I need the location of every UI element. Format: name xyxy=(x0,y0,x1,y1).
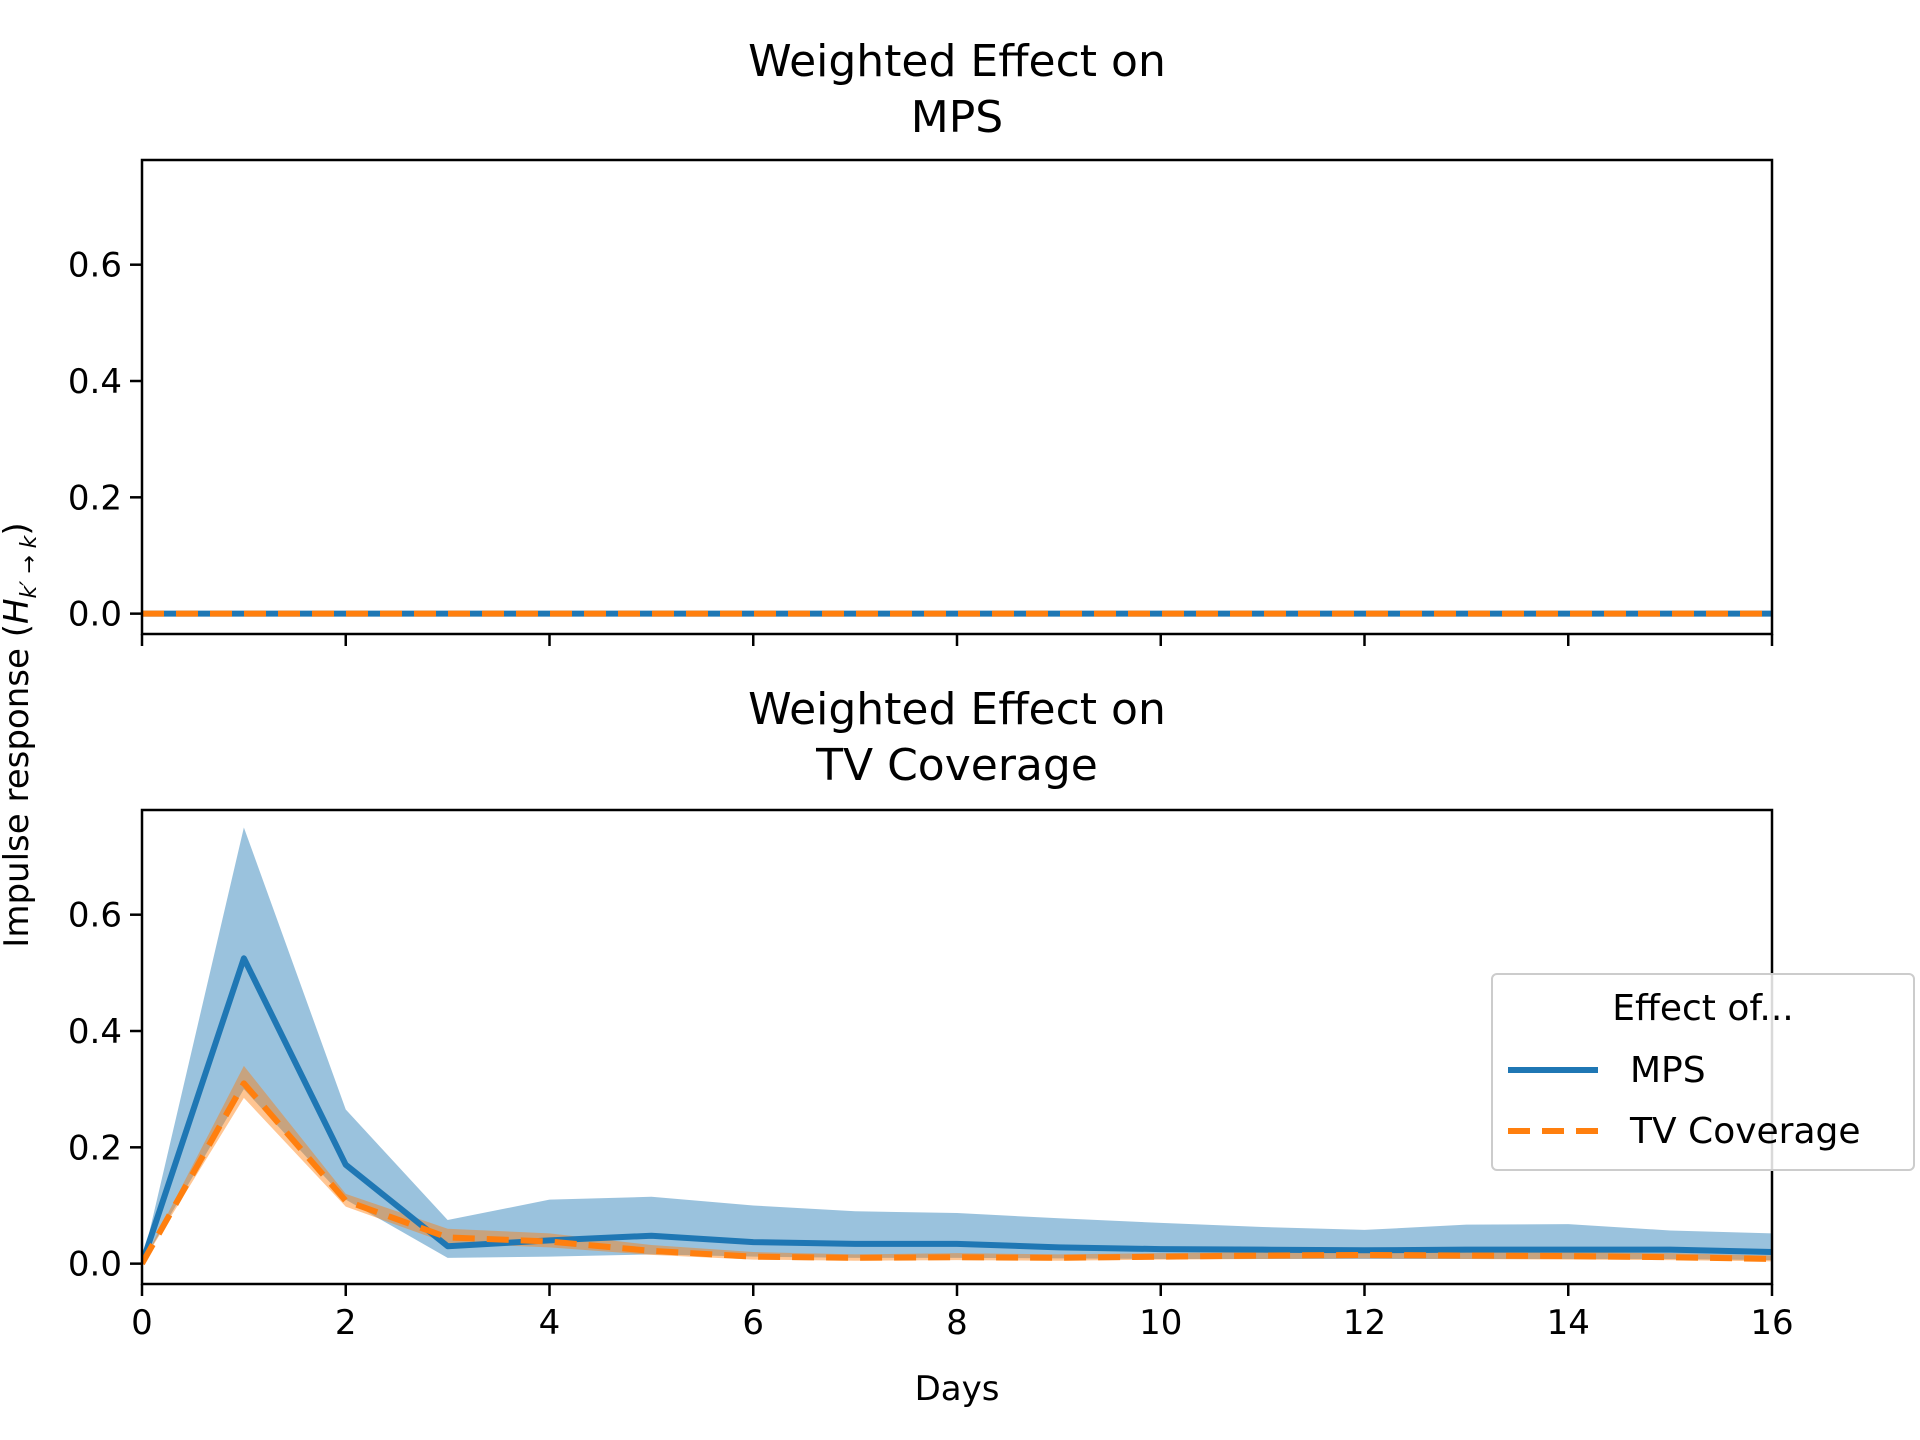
y-axis-label-close: ) xyxy=(0,522,37,535)
series-layer xyxy=(142,827,1772,1266)
legend-frame xyxy=(1491,973,1915,1171)
y-tick-label: 0.2 xyxy=(68,1128,122,1168)
y-axis-label: Impulse response (Hk′ → k) xyxy=(0,522,42,947)
legend-label-mps: MPS xyxy=(1630,1050,1706,1091)
panel-tv-coverage: Weighted Effect on TV Coverage 0 2 4 6 8 10 12… xyxy=(68,684,1794,1409)
panel-title-line-1: Weighted Effect on xyxy=(748,36,1166,87)
panel-title-line-2: MPS xyxy=(911,92,1003,143)
x-tick-label: 16 xyxy=(1750,1303,1793,1343)
axes-frame xyxy=(140,158,1774,636)
y-tick-label: 0.2 xyxy=(68,478,122,518)
x-tick-label: 4 xyxy=(539,1303,561,1343)
y-axis-label-math: H xyxy=(0,598,37,624)
y-tick-label: 0.0 xyxy=(68,1245,122,1285)
panel-mps: Weighted Effect on MPS 0.0 0.2 0.4 0.6 xyxy=(68,36,1774,646)
x-tick-label: 6 xyxy=(742,1303,764,1343)
legend-title: Effect of... xyxy=(1612,988,1793,1029)
series-line-mps xyxy=(142,955,1772,1265)
y-tick-label: 0.4 xyxy=(68,1012,122,1052)
y-tick-label: 0.0 xyxy=(68,595,122,635)
panel-title-line-2: TV Coverage xyxy=(815,740,1098,791)
x-tick-label: 14 xyxy=(1547,1303,1590,1343)
plot-area: 0.0 0.2 0.4 0.6 xyxy=(68,246,1774,646)
legend-label-tv-coverage: TV Coverage xyxy=(1629,1111,1861,1152)
x-axis-label: Days xyxy=(915,1369,1000,1409)
panel-title-line-1: Weighted Effect on xyxy=(748,684,1166,735)
legend: Effect of... MPS TV Coverage xyxy=(1491,973,1915,1171)
x-tick-label: 0 xyxy=(131,1303,153,1343)
y-tick-label: 0.6 xyxy=(68,896,122,936)
plot-area: 0 2 4 6 8 10 12 14 16 0.0 0.2 0.4 0.6 xyxy=(68,827,1794,1343)
x-tick-label: 12 xyxy=(1343,1303,1386,1343)
y-axis-label-subscript: k′ → k xyxy=(17,534,42,598)
y-axis-label-text: Impulse response ( xyxy=(0,624,37,948)
y-tick-label: 0.6 xyxy=(68,246,122,286)
x-tick-label: 2 xyxy=(335,1303,357,1343)
y-tick-label: 0.4 xyxy=(68,362,122,402)
x-tick-label: 8 xyxy=(946,1303,968,1343)
x-tick-label: 10 xyxy=(1139,1303,1182,1343)
